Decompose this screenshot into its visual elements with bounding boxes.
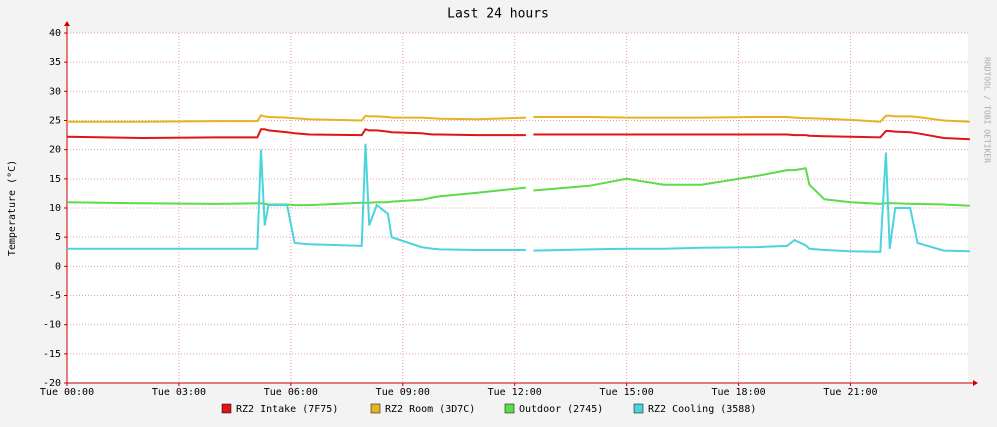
x-tick-label: Tue 12:00 — [488, 387, 542, 398]
legend-swatch — [221, 403, 232, 414]
watermark: RRDTOOL / TOBI OETIKER — [983, 57, 992, 163]
legend-swatch — [633, 403, 644, 414]
y-tick-label: 25 — [49, 116, 61, 127]
legend-label: RZ2 Intake (7F75) — [236, 404, 338, 415]
y-tick-label: 0 — [55, 261, 61, 272]
legend-label: Outdoor (2745) — [519, 404, 603, 415]
y-tick-label: 35 — [49, 57, 61, 68]
y-tick-label: 20 — [49, 145, 61, 156]
legend-swatch — [504, 403, 515, 414]
legend-swatch — [370, 403, 381, 414]
y-tick-label: -10 — [43, 320, 61, 331]
x-tick-label: Tue 15:00 — [600, 387, 654, 398]
y-tick-label: -20 — [43, 378, 61, 389]
series-line — [66, 128, 970, 141]
x-tick-label: Tue 18:00 — [711, 387, 765, 398]
legend-label: RZ2 Room (3D7C) — [385, 404, 475, 415]
y-tick-label: -5 — [49, 291, 61, 302]
legend-label: RZ2 Cooling (3588) — [648, 404, 756, 415]
x-tick-label: Tue 21:00 — [823, 387, 877, 398]
x-axis-arrow — [973, 380, 978, 386]
x-tick-label: Tue 00:00 — [40, 387, 94, 398]
y-tick-label: 15 — [49, 174, 61, 185]
x-tick-label: Tue 09:00 — [376, 387, 430, 398]
y-tick-label: -15 — [43, 349, 61, 360]
y-tick-label: 40 — [49, 28, 61, 39]
chart-title: Last 24 hours — [447, 7, 549, 22]
x-tick-label: Tue 03:00 — [152, 387, 206, 398]
x-tick-label: Tue 06:00 — [264, 387, 318, 398]
series-line — [67, 143, 970, 253]
y-axis-label: Temperature (°C) — [7, 160, 18, 256]
y-tick-label: 5 — [55, 232, 61, 243]
y-axis-arrow — [64, 21, 70, 26]
y-tick-label: 30 — [49, 86, 61, 97]
y-tick-label: 10 — [49, 203, 61, 214]
series-line — [67, 114, 970, 123]
